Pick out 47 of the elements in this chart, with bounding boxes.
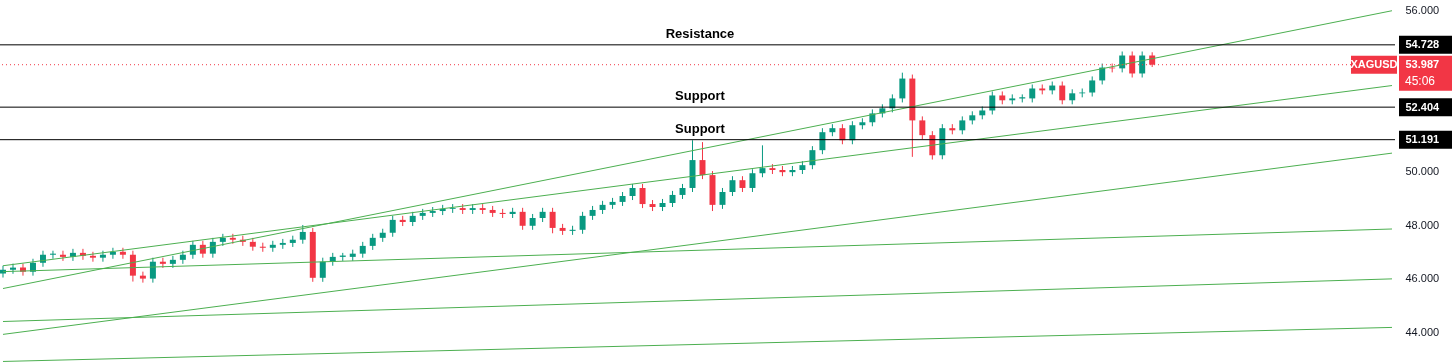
candlestick bbox=[129, 250, 136, 283]
candlestick bbox=[749, 168, 756, 193]
candlestick bbox=[59, 250, 66, 262]
y-tick-label: 53.987 bbox=[1405, 58, 1440, 71]
candlestick bbox=[389, 215, 396, 238]
candlestick bbox=[759, 144, 766, 178]
candlestick bbox=[849, 120, 856, 145]
y-tick-label: 56.000 bbox=[1405, 4, 1440, 17]
y-tick-label: 46.000 bbox=[1405, 272, 1440, 285]
candlestick bbox=[99, 250, 106, 263]
candlestick bbox=[89, 251, 96, 263]
candlestick bbox=[699, 141, 706, 180]
ref-line-label: XAGUSD bbox=[1350, 57, 1398, 70]
candlestick bbox=[639, 183, 646, 209]
candlestick bbox=[109, 247, 116, 260]
candlestick bbox=[729, 175, 736, 197]
candlestick bbox=[119, 247, 126, 260]
candlestick bbox=[719, 187, 726, 210]
text: 45:06 bbox=[1405, 73, 1436, 88]
y-tick-label: 52.404 bbox=[1405, 100, 1441, 113]
candlestick bbox=[1059, 81, 1066, 105]
ref-line-label: Support bbox=[675, 120, 726, 136]
candlestick bbox=[989, 90, 996, 115]
candlestick bbox=[49, 250, 56, 260]
candlestick bbox=[9, 263, 16, 275]
candlestick bbox=[169, 255, 176, 269]
candlestick bbox=[299, 224, 306, 245]
candlestick bbox=[159, 257, 166, 269]
y-tick-label: 50.000 bbox=[1405, 165, 1440, 178]
candlestick bbox=[519, 207, 526, 231]
candlestick bbox=[579, 211, 586, 235]
y-tick-label: 54.728 bbox=[1405, 38, 1440, 51]
candlestick bbox=[819, 127, 826, 155]
candlestick bbox=[549, 207, 556, 234]
ref-line-label: Support bbox=[675, 88, 726, 104]
candlestick bbox=[899, 72, 906, 103]
y-tick-label: 44.000 bbox=[1405, 326, 1440, 338]
candlestick bbox=[319, 257, 326, 283]
candlestick bbox=[839, 123, 846, 145]
y-tick-label: 51.191 bbox=[1405, 133, 1440, 146]
y-tick-label: 48.000 bbox=[1405, 218, 1440, 231]
candlestick bbox=[919, 115, 926, 140]
candlestick bbox=[179, 250, 186, 265]
ref-line-label: Resistance bbox=[665, 25, 735, 41]
candlestick bbox=[139, 271, 146, 284]
candlestick bbox=[0, 265, 6, 279]
candlestick bbox=[1089, 75, 1096, 98]
